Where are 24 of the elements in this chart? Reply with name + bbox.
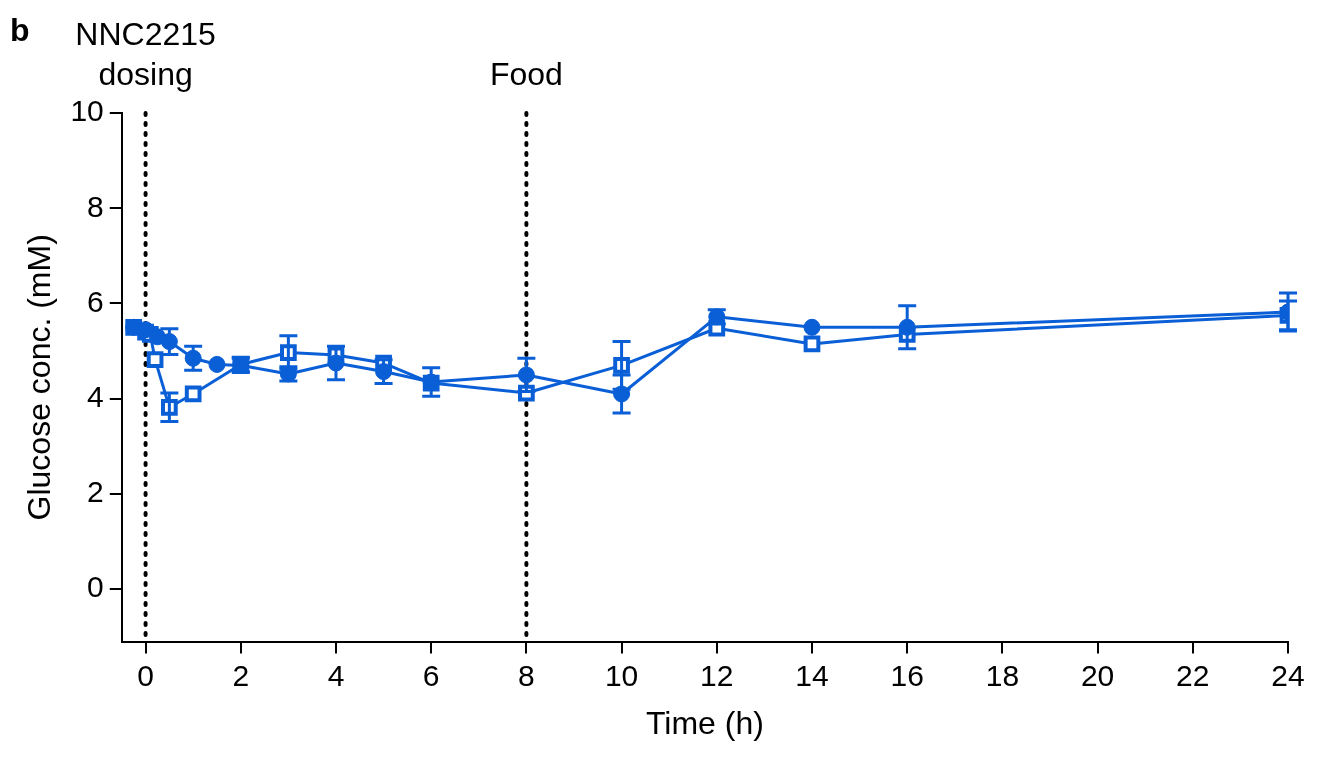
x-tick-label: 6 (422, 658, 440, 692)
y-tick-label: 6 (87, 284, 104, 318)
x-tick-label: 8 (518, 658, 535, 692)
x-tick-label: 2 (232, 658, 250, 692)
y-tick-label: 4 (87, 380, 104, 413)
x-tick-label: 12 (700, 658, 734, 692)
chart-title: b (10, 11, 30, 48)
x-tick-label: 0 (137, 658, 154, 692)
x-tick-label: 22 (1176, 658, 1210, 692)
ref-line-label: Food (489, 56, 563, 92)
x-tick-label: 14 (795, 658, 829, 692)
x-tick-label: 16 (890, 658, 924, 692)
x-tick-label: 18 (985, 658, 1020, 692)
x-tick-label: 4 (327, 658, 345, 692)
ref-line-label: NNC2215 dosing (75, 16, 216, 92)
y-tick-label: 2 (87, 475, 104, 509)
x-tick-label: 20 (1080, 658, 1115, 692)
y-tick-label: 10 (70, 94, 104, 128)
x-tick-label: 10 (604, 658, 639, 692)
y-tick-label: 8 (87, 189, 104, 223)
y-tick-label: 0 (87, 570, 104, 604)
x-axis-title: Time (h) (645, 704, 764, 741)
x-tick-label: 24 (1271, 658, 1305, 692)
y-axis-title: Glucose conc. (mM) (21, 234, 58, 521)
